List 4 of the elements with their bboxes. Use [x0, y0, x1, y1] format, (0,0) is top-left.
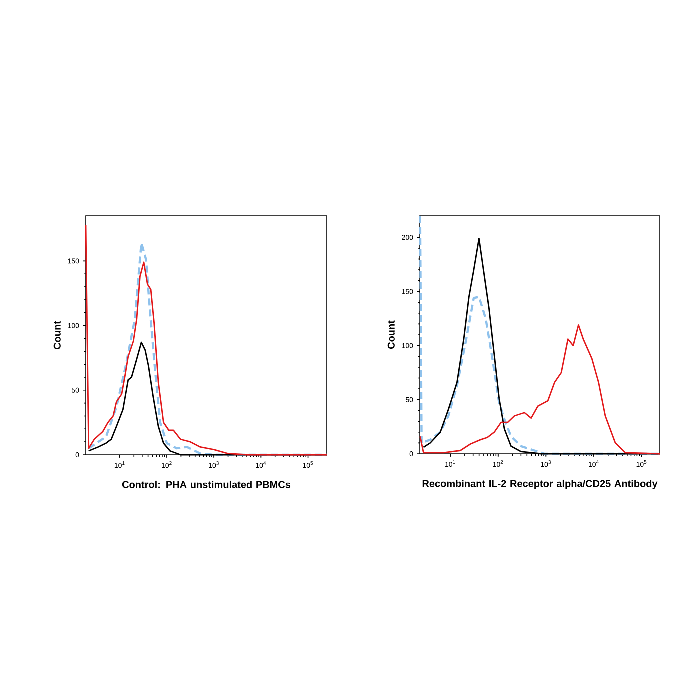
- y-axis-title: Count: [54, 321, 61, 350]
- y-axis-title: Count: [388, 320, 395, 350]
- x-axis-title: Recombinant IL-2 Receptor alpha/CD25 Antibody: [422, 480, 658, 490]
- x-axis-title: Control: PHA unstimulated PBMCs: [122, 480, 291, 488]
